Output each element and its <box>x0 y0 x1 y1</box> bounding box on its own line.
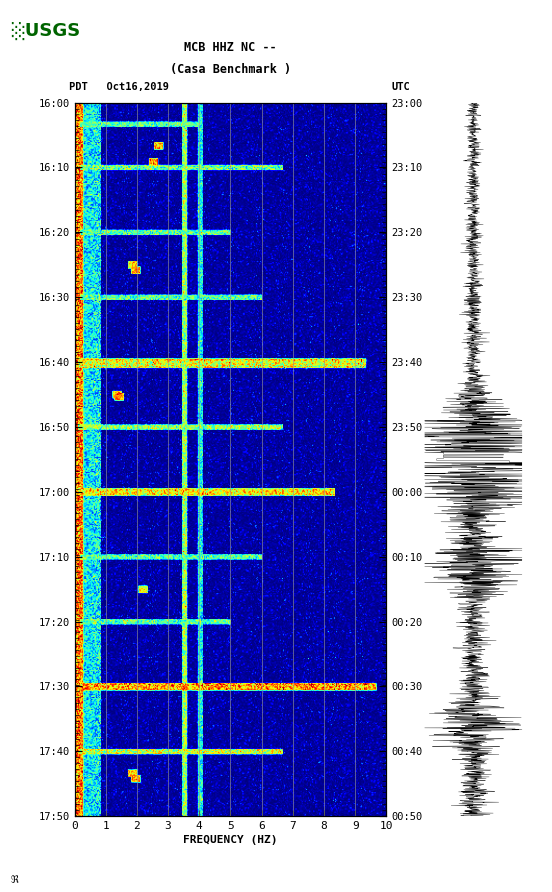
Text: UTC: UTC <box>392 82 411 92</box>
Text: MCB HHZ NC --: MCB HHZ NC -- <box>184 40 277 54</box>
Text: ░USGS: ░USGS <box>11 22 80 40</box>
Text: PDT   Oct16,2019: PDT Oct16,2019 <box>69 82 169 92</box>
X-axis label: FREQUENCY (HZ): FREQUENCY (HZ) <box>183 835 278 846</box>
Text: ℜ: ℜ <box>11 875 19 885</box>
Text: (Casa Benchmark ): (Casa Benchmark ) <box>170 62 291 76</box>
